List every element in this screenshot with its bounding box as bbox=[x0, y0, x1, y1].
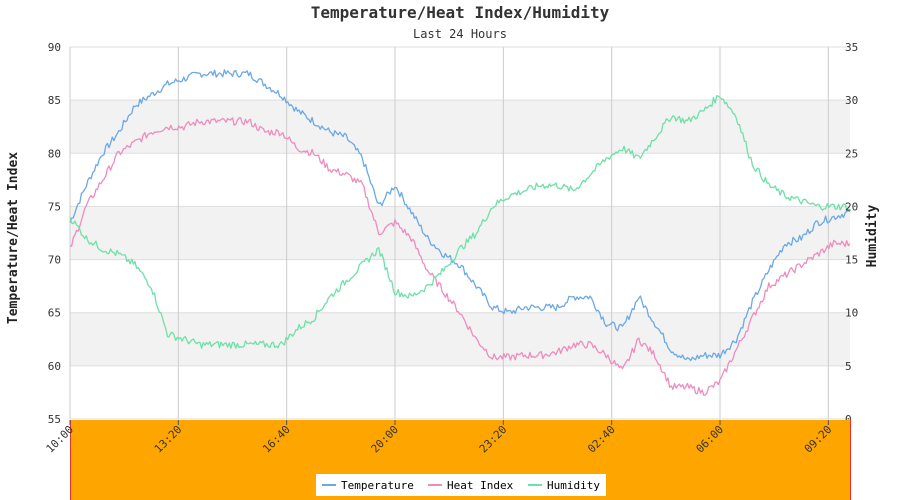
legend-box bbox=[316, 474, 606, 496]
y-right-tick-label: 15 bbox=[845, 254, 858, 267]
y-left-tick-label: 90 bbox=[48, 41, 61, 54]
y-right-tick-label: 25 bbox=[845, 147, 858, 160]
legend-label-humidity: Humidity bbox=[547, 479, 600, 492]
y-axis-left-title: Temperature/Heat Index bbox=[6, 152, 21, 324]
series-line-humidity bbox=[69, 95, 851, 349]
y-right-tick-label: 5 bbox=[845, 360, 852, 373]
y-right-tick-label: 20 bbox=[845, 200, 858, 213]
y-left-tick-label: 75 bbox=[48, 200, 61, 213]
background-band bbox=[70, 100, 850, 154]
y-left-tick-label: 65 bbox=[48, 307, 61, 320]
y-right-tick-label: 10 bbox=[845, 307, 858, 320]
chart-title: Temperature/Heat Index/Humidity bbox=[311, 3, 610, 22]
series-line-temperature bbox=[69, 69, 851, 362]
y-right-tick-label: 0 bbox=[845, 413, 852, 426]
y-left-tick-label: 85 bbox=[48, 94, 61, 107]
legend: Temperature Heat Index Humidity bbox=[316, 474, 606, 496]
y-left-tick-label: 70 bbox=[48, 254, 61, 267]
y-axis-right-ticks: 0 5 10 15 20 25 30 35 bbox=[845, 41, 858, 426]
series-line-heat-index bbox=[69, 117, 851, 397]
y-axis-left-ticks: 55 60 65 70 75 80 85 90 bbox=[48, 41, 61, 426]
background-band bbox=[70, 206, 850, 260]
legend-label-temperature: Temperature bbox=[341, 479, 414, 492]
y-left-tick-label: 80 bbox=[48, 147, 61, 160]
y-left-tick-label: 60 bbox=[48, 360, 61, 373]
y-axis-right-title: Humidity bbox=[865, 205, 880, 268]
plot-background-bands bbox=[70, 47, 850, 419]
chart-subtitle: Last 24 Hours bbox=[413, 27, 507, 41]
grid-lines bbox=[69, 46, 850, 420]
series-lines bbox=[69, 69, 851, 397]
y-right-tick-label: 30 bbox=[845, 94, 858, 107]
y-right-tick-label: 35 bbox=[845, 41, 858, 54]
legend-label-heat-index: Heat Index bbox=[447, 479, 514, 492]
y-left-tick-label: 55 bbox=[48, 413, 61, 426]
